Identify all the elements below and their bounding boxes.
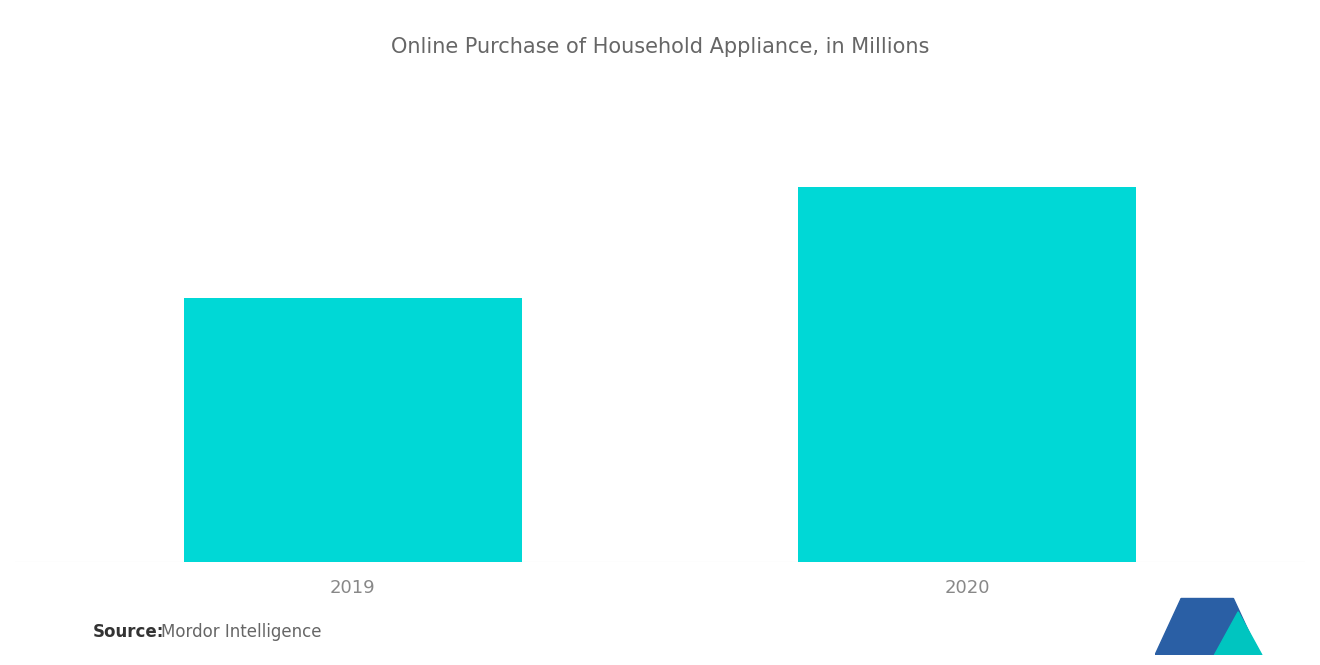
Text: Source:: Source: [92, 622, 164, 641]
Bar [799, 188, 1137, 562]
Text: Online Purchase of Household Appliance, in Millions: Online Purchase of Household Appliance, … [391, 37, 929, 57]
Polygon shape [1214, 612, 1262, 655]
Polygon shape [1155, 598, 1208, 655]
Polygon shape [1181, 598, 1233, 655]
Polygon shape [1208, 598, 1259, 655]
Bar [183, 298, 521, 562]
Text: Mordor Intelligence: Mordor Intelligence [161, 622, 322, 641]
